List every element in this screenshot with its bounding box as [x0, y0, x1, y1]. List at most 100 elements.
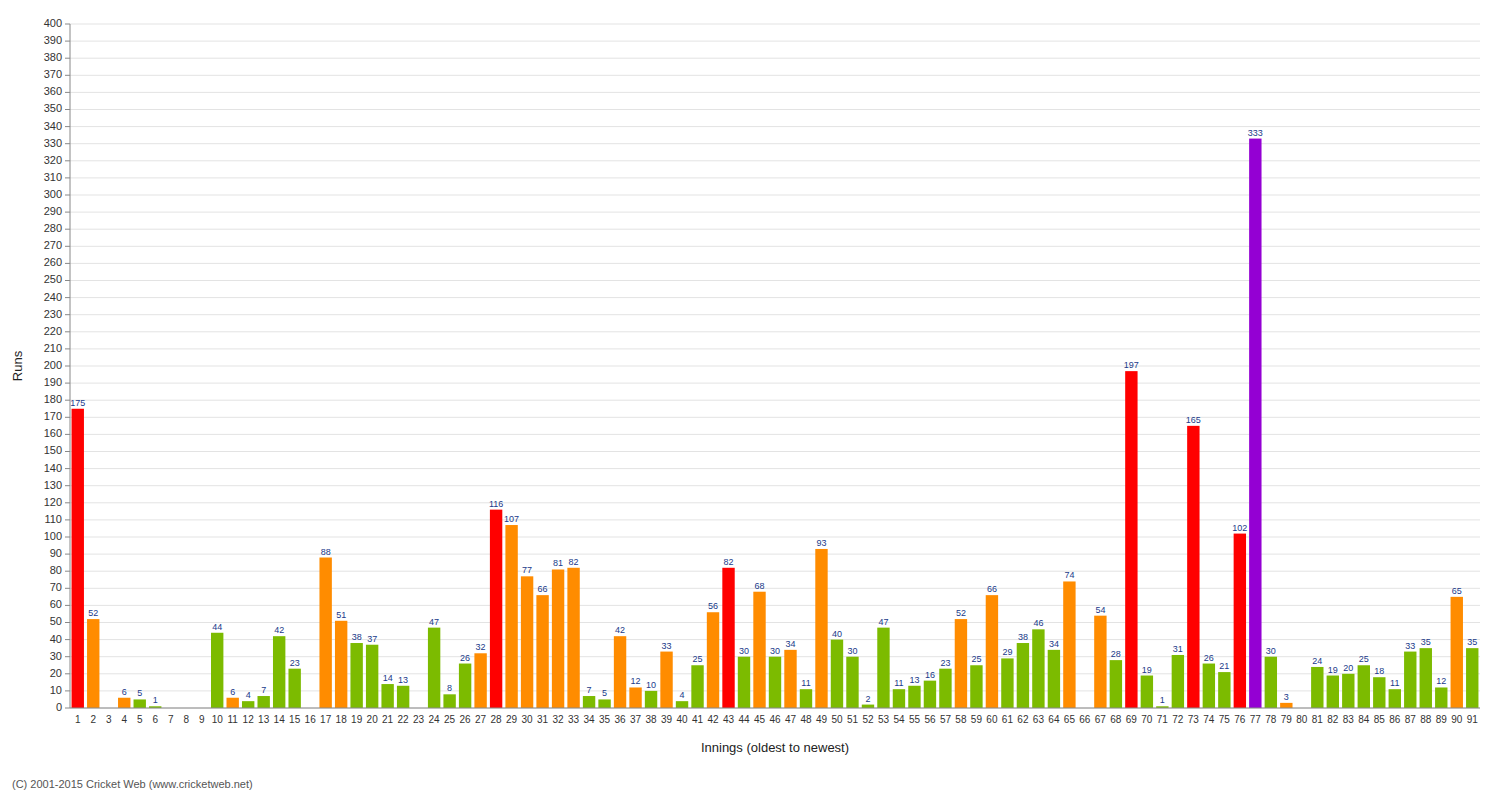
bar	[707, 612, 719, 708]
data-label: 30	[847, 646, 857, 656]
x-tick-label: 80	[1296, 714, 1308, 725]
x-tick-label: 83	[1343, 714, 1355, 725]
x-tick-label: 8	[183, 714, 189, 725]
x-tick-label: 52	[862, 714, 874, 725]
data-label: 35	[1421, 637, 1431, 647]
x-tick-label: 61	[1002, 714, 1014, 725]
bar	[443, 694, 455, 708]
tick-mark	[65, 451, 70, 452]
grid-line	[70, 537, 1480, 538]
bar	[273, 636, 285, 708]
data-label: 23	[290, 658, 300, 668]
x-tick-label: 59	[971, 714, 983, 725]
x-tick-label: 63	[1033, 714, 1045, 725]
bar	[521, 576, 533, 708]
tick-mark	[65, 537, 70, 538]
y-tick-label: 280	[44, 222, 62, 234]
grid-line	[70, 331, 1480, 332]
data-label: 13	[909, 675, 919, 685]
tick-mark	[65, 75, 70, 76]
y-tick-label: 220	[44, 325, 62, 337]
data-label: 31	[1173, 644, 1183, 654]
bar	[800, 689, 812, 708]
tick-mark	[65, 195, 70, 196]
data-label: 29	[1002, 647, 1012, 657]
grid-line	[70, 195, 1480, 196]
data-label: 32	[476, 642, 486, 652]
x-tick-label: 90	[1451, 714, 1463, 725]
y-tick-label: 340	[44, 120, 62, 132]
data-label: 1	[153, 695, 158, 705]
grid-line	[70, 212, 1480, 213]
data-label: 33	[1405, 641, 1415, 651]
x-tick-label: 86	[1389, 714, 1401, 725]
data-label: 4	[246, 690, 251, 700]
y-tick-label: 0	[56, 701, 62, 713]
x-tick-label: 44	[738, 714, 750, 725]
x-tick-label: 70	[1141, 714, 1153, 725]
x-tick-label: 75	[1219, 714, 1231, 725]
bar	[257, 696, 269, 708]
grid-line	[70, 348, 1480, 349]
x-tick-label: 53	[878, 714, 890, 725]
data-label: 40	[832, 629, 842, 639]
data-label: 197	[1124, 360, 1139, 370]
bar	[908, 686, 920, 708]
data-label: 30	[770, 646, 780, 656]
data-label: 47	[429, 617, 439, 627]
bar	[738, 657, 750, 708]
bar	[1234, 534, 1246, 708]
data-label: 12	[1436, 676, 1446, 686]
tick-mark	[65, 177, 70, 178]
data-label: 11	[894, 678, 903, 688]
grid-line	[70, 485, 1480, 486]
x-tick-label: 76	[1234, 714, 1246, 725]
x-tick-label: 26	[460, 714, 472, 725]
grid-line	[70, 177, 1480, 178]
bar	[1327, 676, 1339, 708]
bar	[1280, 703, 1292, 708]
x-tick-label: 54	[893, 714, 905, 725]
data-label: 12	[631, 676, 641, 686]
y-tick-label: 40	[50, 633, 62, 645]
tick-mark	[65, 622, 70, 623]
grid-line	[70, 417, 1480, 418]
bar	[722, 568, 734, 708]
y-tick-label: 290	[44, 205, 62, 217]
grid-line	[70, 297, 1480, 298]
y-tick-label: 100	[44, 530, 62, 542]
y-tick-label: 390	[44, 34, 62, 46]
data-label: 46	[1033, 618, 1043, 628]
tick-mark	[65, 246, 70, 247]
data-label: 175	[70, 398, 85, 408]
bar	[335, 621, 347, 708]
x-tick-label: 57	[940, 714, 952, 725]
y-tick-label: 10	[50, 684, 62, 696]
data-label: 165	[1186, 415, 1201, 425]
y-tick-label: 20	[50, 667, 62, 679]
x-tick-label: 62	[1017, 714, 1029, 725]
x-tick-label: 34	[584, 714, 596, 725]
data-label: 34	[1049, 639, 1059, 649]
x-axis-line	[70, 708, 1480, 709]
tick-mark	[65, 58, 70, 59]
x-tick-label: 73	[1188, 714, 1200, 725]
data-label: 6	[122, 687, 127, 697]
grid-line	[70, 468, 1480, 469]
x-tick-label: 88	[1420, 714, 1432, 725]
data-label: 26	[460, 653, 470, 663]
bar	[924, 681, 936, 708]
x-tick-label: 82	[1327, 714, 1339, 725]
bar	[552, 569, 564, 708]
y-tick-label: 360	[44, 85, 62, 97]
data-label: 6	[230, 687, 235, 697]
bar	[784, 650, 796, 708]
y-tick-label: 200	[44, 359, 62, 371]
background	[0, 0, 1500, 800]
tick-mark	[65, 24, 70, 25]
bar	[1187, 426, 1199, 708]
bar	[1063, 581, 1075, 708]
y-tick-label: 110	[44, 513, 62, 525]
data-label: 1	[1160, 695, 1165, 705]
tick-mark	[65, 502, 70, 503]
